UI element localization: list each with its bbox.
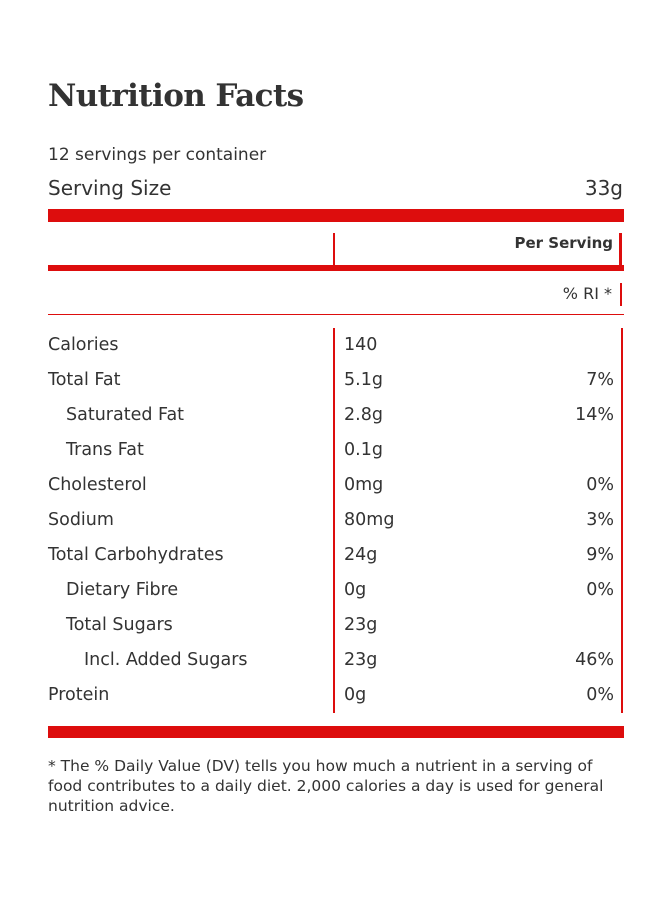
table-row: Total Carbohydrates 24g 9% bbox=[48, 538, 614, 573]
ri-header: % RI * bbox=[562, 284, 612, 303]
nutrient-amount: 0g bbox=[344, 685, 367, 705]
nutrient-amount: 0mg bbox=[344, 475, 384, 495]
table-row: Cholesterol 0mg 0% bbox=[48, 468, 614, 503]
nutrient-name: Saturated Fat bbox=[66, 405, 185, 425]
serving-size-value: 33g bbox=[584, 176, 623, 200]
nutrient-amount: 0g bbox=[344, 580, 367, 600]
nutrient-amount: 23g bbox=[344, 650, 378, 670]
nutrient-name: Total Fat bbox=[48, 370, 121, 390]
per-serving-header: Per Serving bbox=[514, 234, 614, 252]
nutrient-name: Sodium bbox=[48, 510, 114, 530]
header-right-border bbox=[619, 233, 622, 267]
thin-divider bbox=[48, 314, 624, 315]
nutrient-ri-percent: 14% bbox=[575, 405, 614, 425]
nutrient-name: Dietary Fibre bbox=[66, 580, 179, 600]
nutrient-ri-percent: 46% bbox=[575, 650, 614, 670]
nutrient-amount: 2.8g bbox=[344, 405, 383, 425]
nutrient-amount: 5.1g bbox=[344, 370, 383, 390]
nutrient-amount: 0.1g bbox=[344, 440, 383, 460]
nutrient-amount: 24g bbox=[344, 545, 378, 565]
nutrient-amount: 23g bbox=[344, 615, 378, 635]
table-row: Saturated Fat 2.8g 14% bbox=[48, 398, 614, 433]
footnote: * The % Daily Value (DV) tells you how m… bbox=[48, 757, 604, 815]
table-row: Calories 140 bbox=[48, 328, 614, 363]
nutrient-name: Total Carbohydrates bbox=[48, 545, 224, 565]
serving-size-label: Serving Size bbox=[48, 176, 172, 200]
nutrient-name: Trans Fat bbox=[66, 440, 144, 460]
nutrient-ri-percent: 0% bbox=[586, 580, 614, 600]
table-row: Total Sugars 23g bbox=[48, 608, 614, 643]
nutrient-ri-percent: 9% bbox=[586, 545, 614, 565]
table-row: Incl. Added Sugars 23g 46% bbox=[48, 643, 614, 678]
table-row: Protein 0g 0% bbox=[48, 678, 614, 713]
header-column-divider bbox=[333, 233, 335, 267]
ri-right-border bbox=[620, 283, 622, 306]
table-row: Dietary Fibre 0g 0% bbox=[48, 573, 614, 608]
nutrient-table: Calories 140 Total Fat 5.1g 7% Saturated Fat 2… bbox=[48, 328, 614, 713]
body-right-border bbox=[621, 328, 623, 713]
body-column-divider bbox=[333, 328, 335, 713]
nutrient-name: Cholesterol bbox=[48, 475, 147, 495]
nutrient-name: Total Sugars bbox=[66, 615, 173, 635]
nutrient-name: Incl. Added Sugars bbox=[84, 650, 248, 670]
servings-per-container: 12 servings per container bbox=[48, 145, 267, 165]
nutrient-amount: 80mg bbox=[344, 510, 395, 530]
nutrient-ri-percent: 3% bbox=[586, 510, 614, 530]
nutrient-ri-percent: 0% bbox=[586, 685, 614, 705]
nutrient-ri-percent: 7% bbox=[586, 370, 614, 390]
nutrient-amount: 140 bbox=[344, 335, 378, 355]
nutrient-ri-percent: 0% bbox=[586, 475, 614, 495]
table-row: Sodium 80mg 3% bbox=[48, 503, 614, 538]
table-row: Total Fat 5.1g 7% bbox=[48, 363, 614, 398]
label-title: Nutrition Facts bbox=[48, 78, 304, 114]
middle-divider-bar bbox=[48, 265, 624, 271]
top-divider-bar bbox=[48, 209, 624, 222]
table-row: Trans Fat 0.1g bbox=[48, 433, 614, 468]
bottom-divider-bar bbox=[48, 726, 624, 738]
nutrient-name: Calories bbox=[48, 335, 119, 355]
nutrient-name: Protein bbox=[48, 685, 110, 705]
